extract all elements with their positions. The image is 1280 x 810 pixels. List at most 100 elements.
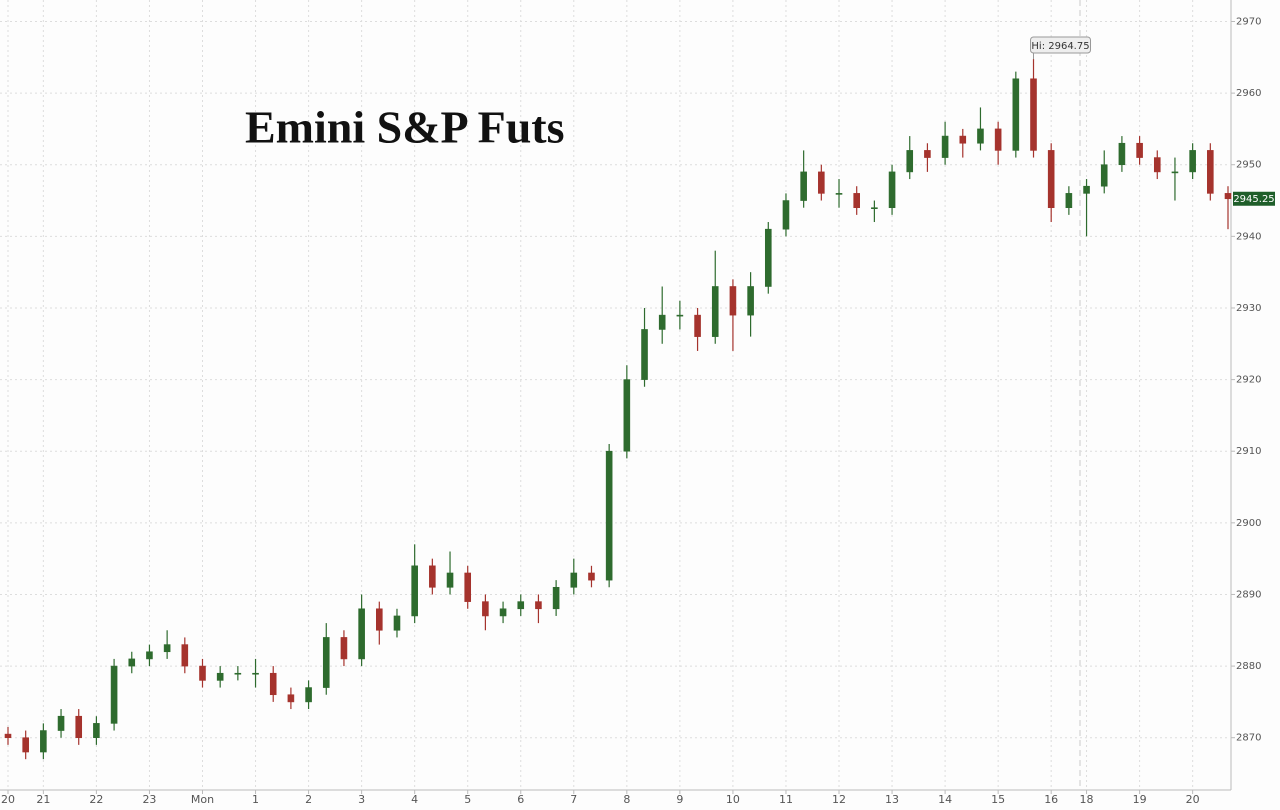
candle-body [835, 193, 843, 195]
candle-body [711, 286, 719, 337]
x-tick-label: Mon [191, 793, 214, 806]
last-price-tag [1233, 191, 1275, 206]
candle-body [199, 665, 206, 681]
candle-body [252, 672, 259, 675]
candle-body [128, 658, 136, 667]
x-tick-label: 23 [142, 793, 156, 806]
candle-body [570, 572, 578, 588]
y-tick-label: 2900 [1236, 518, 1261, 529]
candle-body [393, 615, 401, 631]
x-tick-label: 21 [36, 793, 50, 806]
candle-body [322, 637, 330, 688]
x-tick-label: 20 [1186, 793, 1200, 806]
candle-body [358, 608, 365, 660]
candle-body [924, 150, 931, 158]
candle-body [110, 665, 118, 724]
x-tick-label: 8 [623, 793, 630, 806]
candle-body [305, 687, 312, 703]
candle-body [22, 737, 29, 753]
x-tick-label: 11 [779, 793, 793, 806]
candle-body [464, 572, 472, 602]
candle-body [216, 672, 224, 681]
x-tick-label: 5 [464, 793, 471, 806]
candle-body [499, 608, 507, 617]
candle-body [641, 329, 648, 380]
candle-body [764, 228, 772, 287]
x-tick-label: 2 [305, 793, 312, 806]
y-tick-label: 2940 [1236, 231, 1261, 242]
candle-body [941, 135, 949, 158]
candle-body [535, 601, 542, 610]
candle-body [605, 450, 613, 581]
x-tick-label: 7 [570, 793, 577, 806]
x-tick-label: 19 [1133, 793, 1147, 806]
candle-body [871, 207, 878, 210]
last-price-label: 2945.25 [1233, 194, 1274, 205]
candle-body [93, 723, 100, 739]
x-tick-label: 9 [676, 793, 683, 806]
candle-body [482, 601, 489, 617]
x-tick-label: 22 [89, 793, 103, 806]
candle-body [959, 135, 967, 144]
candle-body [676, 314, 684, 317]
y-tick-label: 2970 [1236, 16, 1261, 27]
hi-callout: Hi: 2964.75 [1030, 36, 1092, 60]
candle-body [888, 171, 896, 209]
candle-body [800, 171, 807, 201]
candle-body [658, 314, 666, 330]
candle-body [446, 572, 454, 588]
x-tick-label: 3 [358, 793, 365, 806]
candle-body [1030, 78, 1037, 151]
candle-body [782, 200, 790, 230]
candle-body [1065, 193, 1073, 209]
candle-body [818, 171, 825, 194]
candle-body [163, 644, 171, 653]
y-tick-label: 2880 [1236, 661, 1261, 672]
x-tick-label: 13 [885, 793, 899, 806]
candle-body [1207, 150, 1214, 194]
candle-body [1100, 164, 1108, 187]
y-tick-label: 2890 [1236, 589, 1261, 600]
x-tick-label: 18 [1080, 793, 1094, 806]
x-tick-label: 14 [938, 793, 952, 806]
candle-body [853, 193, 860, 209]
y-tick-label: 2870 [1236, 733, 1261, 744]
candle-body [1083, 185, 1090, 194]
candle-body [623, 379, 631, 452]
candle-body [234, 672, 242, 675]
candle-body [747, 286, 754, 316]
candle-body [588, 572, 595, 581]
candle-body [429, 565, 436, 588]
candle-body [729, 286, 737, 316]
candle-body [287, 694, 295, 703]
x-tick-label: 1 [252, 793, 259, 806]
candle-body [906, 150, 914, 173]
candle-body [269, 672, 277, 696]
candle-body [552, 586, 560, 610]
candle-body [1118, 142, 1126, 166]
candle-body [977, 128, 984, 144]
x-tick-label: 6 [517, 793, 524, 806]
x-tick-label: 20 [1, 793, 15, 806]
candle-body [376, 608, 383, 631]
candle-body [517, 601, 525, 610]
candle-body [340, 637, 348, 660]
y-tick-label: 2950 [1236, 160, 1261, 171]
x-tick-label: 10 [726, 793, 740, 806]
x-tick-label: 15 [991, 793, 1005, 806]
chart-title: Emini S&P Futs [245, 102, 565, 153]
x-tick-label: 16 [1044, 793, 1058, 806]
y-tick-label: 2930 [1236, 303, 1261, 314]
y-tick-label: 2920 [1236, 375, 1261, 386]
candle-body [1224, 193, 1232, 200]
candle-body [146, 651, 153, 660]
callout-box [1030, 36, 1092, 54]
y-tick-label: 2960 [1236, 88, 1261, 99]
candle-body [1153, 157, 1161, 173]
candle-body [1047, 150, 1055, 209]
candle-body [40, 730, 47, 753]
candle-body [994, 128, 1002, 151]
